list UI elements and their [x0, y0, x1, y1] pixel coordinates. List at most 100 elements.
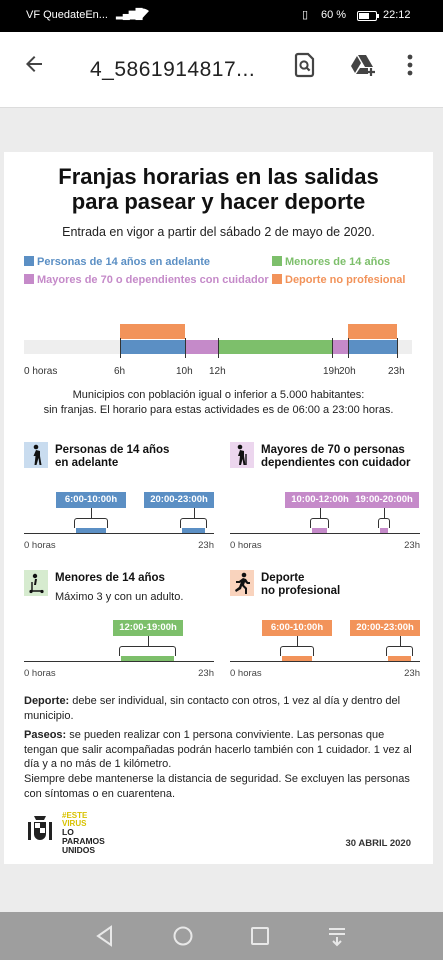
- deporte-label: Deporte:: [24, 695, 70, 707]
- chip-connector: [91, 508, 92, 518]
- timeline-tick-label: 6h: [114, 366, 126, 377]
- paseos-label: Paseos:: [24, 729, 67, 741]
- slot-bar: [380, 528, 388, 533]
- axis-start-label: 0 horas: [24, 668, 56, 679]
- axis-start-label: 0 horas: [230, 540, 262, 551]
- timeline-tick-mark: [332, 338, 333, 358]
- battery-percent: 60 %: [321, 9, 347, 21]
- add-to-drive-icon[interactable]: [349, 52, 377, 78]
- time-slot-chip: 10:00-12:00h: [285, 492, 355, 508]
- time-slot-chip: 6:00-10:00h: [262, 620, 332, 636]
- find-in-page-icon[interactable]: [293, 52, 317, 78]
- page-subtitle: Entrada en vigor a partir del sábado 2 d…: [62, 225, 375, 239]
- legend-label: Personas de 14 años en adelante: [37, 256, 211, 268]
- legend-swatch: [272, 256, 282, 266]
- chip-connector: [148, 636, 149, 646]
- panel-children: Menores de 14 años Máximo 3 y con un adu…: [24, 570, 219, 686]
- slot-bracket: [310, 518, 329, 528]
- carrier-name: VF QuedateEn...: [26, 9, 108, 21]
- legend-label: Deporte no profesional: [285, 274, 406, 286]
- nav-home-icon[interactable]: [171, 924, 195, 948]
- timeline-tick-label: 23h: [388, 366, 405, 377]
- motto-line-2: PARAMOS: [62, 836, 105, 846]
- axis-end-label: 23h: [198, 668, 214, 679]
- legend-item-sport: Deporte no profesional: [272, 274, 405, 287]
- panel-title-line-1: Mayores de 70 o personas: [261, 444, 405, 456]
- chip-connector: [400, 636, 401, 646]
- legend-swatch: [272, 274, 282, 284]
- navigation-bar: [0, 912, 443, 960]
- timeline-tick-label: 12h: [209, 366, 226, 377]
- logo-hashtag: #ESTE VIRUS: [62, 812, 87, 828]
- slot-bracket: [386, 646, 413, 656]
- slot-bar: [388, 656, 411, 661]
- battery-icon: [357, 11, 379, 21]
- document-title: 4_5861914817...: [90, 58, 256, 81]
- time-slot-chip: 20:00-23:00h: [144, 492, 214, 508]
- publication-date: 30 ABRIL 2020: [345, 838, 411, 849]
- slot-bracket: [378, 518, 390, 528]
- panel-note: Máximo 3 y con un adulto.: [55, 591, 184, 603]
- timeline-segment: [332, 340, 348, 354]
- panel-axis: [24, 533, 214, 534]
- app-bar: 4_5861914817...: [0, 32, 443, 108]
- nav-recents-icon[interactable]: [248, 924, 272, 948]
- nav-notifications-icon[interactable]: [325, 924, 349, 948]
- wifi-icon: [136, 8, 149, 18]
- timeline-tick-mark: [348, 338, 349, 358]
- paseos-rule: Paseos: se pueden realizar con 1 persona…: [24, 728, 419, 772]
- distance-rule: Siempre debe mantenerse la distancia de …: [24, 773, 410, 800]
- walking-person-icon: [24, 442, 48, 468]
- document-page: Franjas horarias en las salidas para pas…: [4, 152, 433, 864]
- back-arrow-icon[interactable]: [22, 52, 46, 76]
- note-line-2: sin franjas. El horario para estas activ…: [43, 404, 394, 416]
- timeline-segment: [348, 340, 397, 354]
- slot-bracket: [119, 646, 176, 656]
- title-line-2: para pasear y hacer deporte: [71, 189, 366, 214]
- slot-bracket: [180, 518, 207, 528]
- main-timeline: 0 horas 6h 10h 12h 19h 20h 23h: [24, 322, 412, 378]
- timeline-start-label: 0 horas: [24, 366, 58, 377]
- chip-connector: [297, 636, 298, 646]
- deporte-rule: Deporte: debe ser individual, sin contac…: [24, 694, 419, 723]
- timeline-tick-label: 19h: [323, 366, 340, 377]
- chip-connector: [384, 508, 385, 518]
- timeline-tick-mark: [397, 338, 398, 358]
- legend-label: Menores de 14 años: [285, 256, 391, 268]
- chip-connector: [194, 508, 195, 518]
- slot-bar: [182, 528, 205, 533]
- time-slot-chip: 20:00-23:00h: [350, 620, 420, 636]
- motto-line-3: UNIDOS: [62, 845, 96, 855]
- chip-connector: [320, 508, 321, 518]
- government-logo: #ESTE VIRUS LO PARAMOS UNIDOS: [24, 810, 144, 855]
- timeline-tick-mark: [120, 338, 121, 358]
- coat-of-arms-icon: [28, 816, 52, 840]
- legend-item-children: Menores de 14 años: [272, 256, 390, 269]
- running-person-icon: [230, 570, 254, 596]
- time-slot-chip: 12:00-19:00h: [113, 620, 183, 636]
- timeline-segment: [185, 340, 218, 354]
- panel-title: Personas de 14 años en adelante: [55, 444, 225, 470]
- legend-swatch: [24, 274, 34, 284]
- axis-end-label: 23h: [404, 668, 420, 679]
- small-municipality-note: Municipios con población igual o inferio…: [14, 388, 423, 418]
- timeline-segment: [120, 340, 185, 354]
- panel-title-line-1: Deporte: [261, 572, 305, 584]
- nav-back-icon[interactable]: [93, 924, 117, 948]
- timeline-tick-mark: [218, 338, 219, 358]
- slot-bar: [282, 656, 312, 661]
- panel-title-line-1: Personas de 14 años: [55, 444, 170, 456]
- legend-label: Mayores de 70 o dependientes con cuidado…: [37, 274, 269, 286]
- axis-end-label: 23h: [404, 540, 420, 551]
- slot-bracket: [74, 518, 108, 528]
- timeline-tick-label: 20h: [339, 366, 356, 377]
- signal-icon: ▂▄▆█: [116, 9, 143, 20]
- note-line-1: Municipios con población igual o inferio…: [72, 389, 365, 401]
- hashtag-line-2: VIRUS: [62, 819, 87, 828]
- legend-item-elderly: Mayores de 70 o dependientes con cuidado…: [24, 274, 269, 287]
- time-slot-chip: 6:00-10:00h: [56, 492, 126, 508]
- more-vert-icon[interactable]: [405, 52, 415, 78]
- panel-title-line-2: dependientes con cuidador: [261, 457, 411, 469]
- panel-title-line-2: no profesional: [261, 585, 341, 597]
- panel-title: Deporte no profesional: [261, 572, 431, 598]
